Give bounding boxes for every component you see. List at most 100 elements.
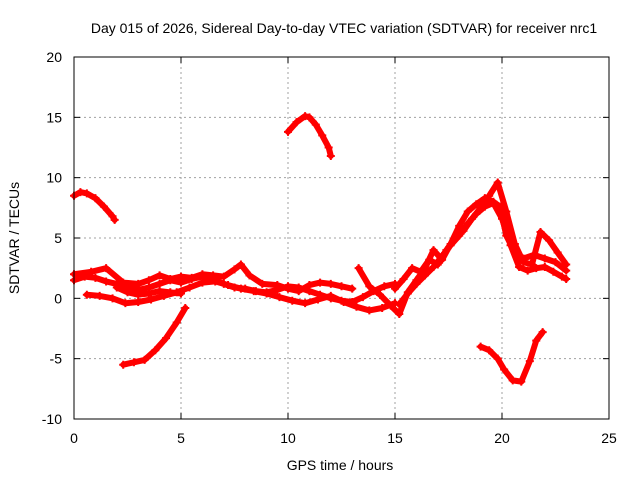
data-point — [80, 272, 89, 281]
data-point — [292, 118, 301, 127]
data-point — [420, 271, 429, 280]
data-point — [198, 278, 207, 287]
data-point — [532, 264, 541, 273]
data-point — [517, 377, 526, 386]
axis-ticks: 0 5 10 15 20 25 -10 -5 0 5 10 15 20 — [42, 49, 617, 446]
data-point — [288, 296, 297, 305]
data-point — [326, 279, 335, 288]
data-point — [562, 275, 571, 284]
data-point — [416, 267, 425, 276]
data-point — [485, 346, 494, 355]
data-point — [236, 260, 245, 269]
data-point — [365, 306, 374, 315]
data-point — [403, 289, 412, 298]
data-series-arc-2 — [284, 112, 335, 160]
data-point — [489, 199, 498, 208]
data-point — [258, 279, 267, 288]
data-point — [438, 252, 447, 261]
data-point — [446, 241, 455, 250]
data-point — [273, 285, 282, 294]
data-point — [324, 143, 333, 152]
data-point — [553, 248, 562, 257]
data-point — [301, 112, 310, 121]
y-axis-label: SDTVAR / TECUs — [6, 182, 22, 294]
data-point — [181, 303, 190, 312]
data-point — [545, 236, 554, 245]
data-point — [378, 303, 387, 312]
x-tick-label: 0 — [70, 430, 78, 446]
data-point — [155, 287, 164, 296]
data-point — [476, 342, 485, 351]
data-point — [562, 260, 571, 269]
data-point — [102, 277, 111, 286]
data-point — [408, 264, 417, 273]
data-point — [532, 336, 541, 345]
data-point — [515, 262, 524, 271]
data-point — [502, 207, 511, 216]
data-point — [305, 287, 314, 296]
x-tick-label: 10 — [280, 430, 296, 446]
data-point — [284, 127, 292, 136]
data-point — [551, 258, 560, 267]
data-point — [162, 334, 171, 343]
chart-title: Day 015 of 2026, Sidereal Day-to-day VTE… — [91, 20, 597, 36]
data-point — [262, 289, 271, 298]
data-point — [500, 365, 509, 374]
data-point — [95, 291, 104, 300]
data-point — [151, 346, 160, 355]
y-tick-label: 5 — [54, 230, 62, 246]
data-point — [493, 178, 502, 187]
data-point — [123, 288, 132, 297]
data-point — [108, 294, 117, 303]
data-point — [311, 120, 320, 129]
data-point — [354, 264, 363, 273]
y-tick-label: 15 — [46, 109, 62, 125]
data-point — [525, 357, 534, 366]
data-point — [224, 281, 233, 290]
data-point — [337, 282, 346, 291]
data-series-arc-1 — [70, 188, 119, 224]
data-point — [110, 215, 119, 224]
data-point — [249, 287, 258, 296]
data-point — [472, 200, 481, 209]
data-point — [352, 302, 361, 311]
y-tick-label: -5 — [50, 351, 63, 367]
data-point — [211, 277, 220, 286]
data-point — [313, 295, 322, 304]
data-series-arc-6 — [82, 277, 399, 315]
data-point — [166, 288, 175, 297]
data-point — [102, 264, 111, 273]
data-point — [455, 231, 464, 240]
data-series-arc-3 — [119, 303, 190, 369]
data-series-arc-10 — [395, 199, 571, 309]
data-point — [236, 284, 245, 293]
data-point — [399, 275, 408, 284]
data-point — [91, 273, 100, 282]
data-point — [134, 297, 143, 306]
data-point — [365, 282, 374, 291]
data-point — [99, 202, 108, 211]
data-point — [316, 278, 325, 287]
data-point — [82, 189, 91, 198]
data-point — [540, 262, 549, 271]
data-point — [187, 275, 196, 284]
data-point — [326, 291, 335, 300]
data-point — [538, 328, 547, 337]
data-point — [395, 310, 404, 319]
data-point — [305, 113, 314, 122]
data-point — [455, 221, 464, 230]
data-point — [508, 376, 517, 385]
data-point — [536, 227, 545, 236]
data-point — [147, 295, 156, 304]
x-tick-label: 5 — [177, 430, 185, 446]
y-tick-label: 0 — [54, 290, 62, 306]
data-point — [294, 283, 303, 292]
data-point — [230, 265, 239, 274]
data-point — [549, 267, 558, 276]
data-series-arc-7 — [112, 283, 185, 299]
data-point — [245, 271, 254, 280]
data-point — [121, 299, 130, 308]
data-point — [129, 358, 138, 367]
